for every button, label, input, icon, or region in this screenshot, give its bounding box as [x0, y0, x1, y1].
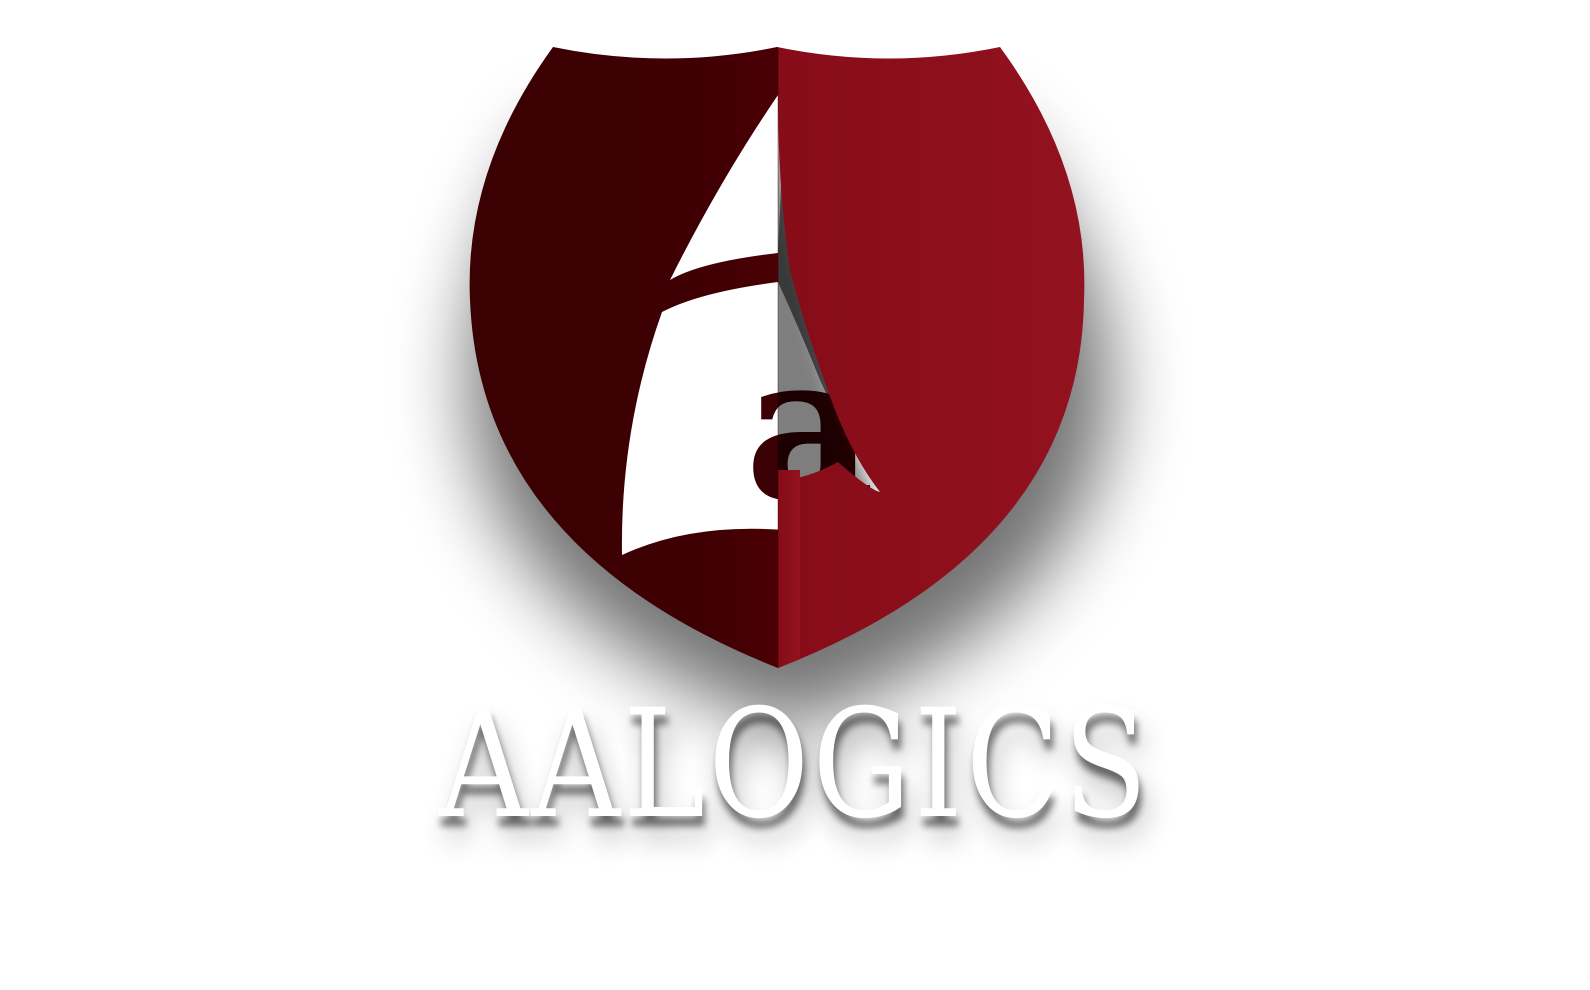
brand-name: AALOGICS — [439, 678, 1151, 852]
fold-shadow — [778, 95, 900, 560]
